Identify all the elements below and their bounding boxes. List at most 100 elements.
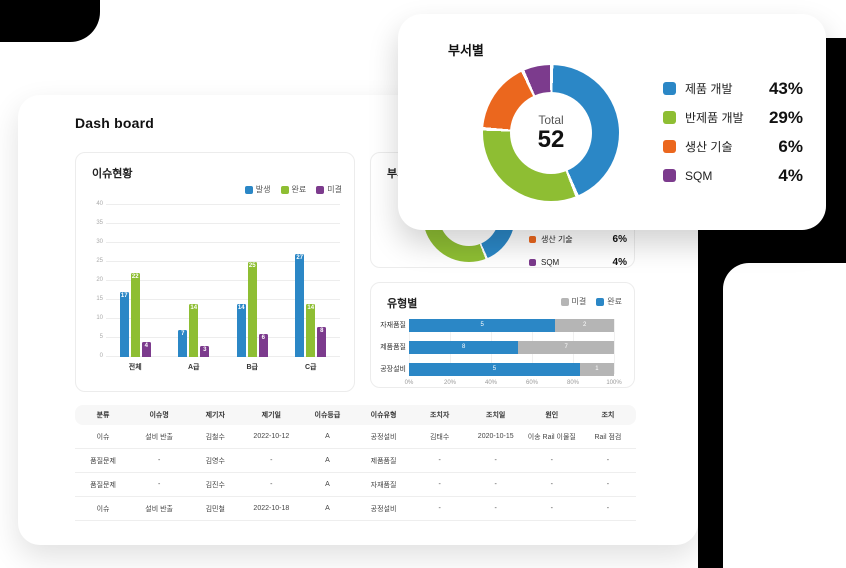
bar-value-label: 5 <box>480 322 484 328</box>
table-cell: 김영수 <box>187 448 244 473</box>
table-row: 이슈 설비 반출 김철수 2022-10-12 A 공정설비 김태수 2020-10-15 이송… <box>75 425 636 449</box>
bar-value-label: 25 <box>248 263 256 269</box>
legend-swatch <box>529 235 536 243</box>
bar-미결: 3 <box>200 345 210 357</box>
gridline: 35 <box>96 220 340 226</box>
column-header: 제기자 <box>187 405 244 425</box>
table-cell: - <box>523 496 580 521</box>
y-axis-tick-label: 35 <box>96 220 103 226</box>
table-cell: - <box>411 448 468 473</box>
table-cell: 설비 반출 <box>131 496 188 521</box>
dept-legend-item[interactable]: SQM 4% <box>529 255 627 269</box>
legend-label: SQM <box>685 168 713 183</box>
type-chart: 0% 20% 40% 60% 80% 100% 자재품질 5 2 제품품질 8 7 공장설비 5 1 <box>380 319 622 386</box>
x-axis-tick-label: 0% <box>404 380 414 386</box>
table-row: 품질문제 - 김영수 - A 제품품질 - - - - <box>75 448 636 473</box>
bar-발생: 17 <box>119 292 129 357</box>
dept-legend-item[interactable]: 생산 기술 6% <box>529 232 627 246</box>
gridline: 5 <box>100 334 340 340</box>
y-axis-tick-label: 25 <box>96 258 103 264</box>
table-cell: 공정설비 <box>355 496 412 521</box>
bar-segment-open: 7 <box>518 341 614 354</box>
table-row: 이슈 설비 반출 김민철 2022-10-18 A 공정설비 - - - - <box>75 496 636 521</box>
dept-card-title: 부서별 <box>448 43 484 58</box>
bar-group: 7 14 3 A급 <box>178 205 210 371</box>
table-cell: - <box>523 472 580 497</box>
bar-value-label: 14 <box>307 304 315 311</box>
y-axis-tick-label: 20 <box>96 277 103 283</box>
legend-swatch <box>596 297 605 306</box>
table-cell: - <box>243 472 300 497</box>
legend-label: 생산 기술 <box>541 234 573 244</box>
y-axis-tick-label: 15 <box>96 296 103 302</box>
bar-value-label: 22 <box>131 274 139 281</box>
table-cell: 이송 Rail 이물질 <box>523 425 580 449</box>
dept-card: 부서별 Total 52 제품 개발 43% 반제품 개발 29% 생산 기술 6% SQM… <box>398 14 826 230</box>
stacked-bar-row: 공장설비 5 1 <box>380 363 614 376</box>
legend-item[interactable]: 발생 <box>244 184 271 195</box>
issue-table: 분류 이슈명 제기자 제기일 이슈등급 이슈유형 조치자 조치일 원인 조치 이슈 설비 반출 김철수… <box>75 405 636 521</box>
table-cell: 제품품질 <box>355 448 412 473</box>
table-cell: A <box>299 472 356 497</box>
bar-value-label: 8 <box>461 344 466 350</box>
dept-legend-item[interactable]: 생산 기술 6% <box>663 136 803 157</box>
table-cell: 김민철 <box>187 496 244 521</box>
gridline: 30 <box>96 239 340 245</box>
x-axis-tick-label: 60% <box>525 380 539 386</box>
bar-segment-complete: 8 <box>409 341 519 354</box>
bar-value-label: 27 <box>296 255 304 262</box>
bar-완료: 14 <box>306 303 316 357</box>
table-cell: - <box>243 448 300 473</box>
bar-value-label: 14 <box>190 304 198 311</box>
bar-value-label: 7 <box>564 344 568 350</box>
legend-label: 완료 <box>607 297 622 306</box>
legend-label: 발생 <box>255 185 271 194</box>
issue-table-body: 이슈 설비 반출 김철수 2022-10-12 A 공정설비 김태수 2020-10-15 이송… <box>75 425 636 521</box>
legend-item[interactable]: 완료 <box>280 184 306 195</box>
column-header: 이슈명 <box>131 405 188 425</box>
legend-item[interactable]: 미결 <box>316 184 342 195</box>
table-cell: 설비 반출 <box>131 425 188 449</box>
dept-donut-chart: Total 52 <box>483 65 619 201</box>
bar-발생: 27 <box>295 254 305 357</box>
bar-value-label: 6 <box>261 335 265 342</box>
gridline: 25 <box>96 258 340 264</box>
bar-segment-complete: 5 <box>409 319 556 332</box>
table-cell: - <box>411 472 468 497</box>
bar-value-label: 5 <box>492 366 497 372</box>
background-card-bottom-right <box>723 263 846 568</box>
legend-percent: 6% <box>778 136 803 156</box>
dept-legend-item[interactable]: 제품 개발 43% <box>663 78 803 99</box>
category-label: 공장설비 <box>380 366 406 373</box>
donut-total-label: Total <box>538 113 564 128</box>
column-header: 분류 <box>75 405 132 425</box>
dept-legend-item[interactable]: 반제품 개발 29% <box>663 107 803 128</box>
legend-label: 미결 <box>571 297 587 306</box>
dept-legend-item[interactable]: SQM 4% <box>663 165 803 186</box>
gridline: 0 <box>100 353 340 359</box>
column-header: 원인 <box>523 405 580 425</box>
y-axis-tick-label: 10 <box>96 315 103 321</box>
column-header: 조치일 <box>467 405 524 425</box>
legend-swatch <box>316 185 325 194</box>
legend-swatch <box>663 82 676 95</box>
x-axis-tick-label: 80% <box>566 380 580 386</box>
bar-완료: 22 <box>130 273 140 357</box>
legend-item[interactable]: 미결 <box>560 296 587 307</box>
legend-percent: 29% <box>768 107 803 127</box>
legend-item[interactable]: 완료 <box>596 296 622 307</box>
table-cell: - <box>467 472 524 497</box>
bar-value-label: 2 <box>583 322 587 328</box>
bar-value-label: 14 <box>237 304 245 311</box>
bar-group: 27 14 8 C급 <box>295 205 327 371</box>
gridline: 10 <box>96 315 340 321</box>
issue-status-title: 이슈현황 <box>92 168 133 180</box>
legend-swatch <box>663 169 676 182</box>
legend-percent: 6% <box>612 233 627 245</box>
bar-value-label: 3 <box>203 346 207 353</box>
table-cell: A <box>299 448 356 473</box>
stacked-bar-row: 제품품질 8 7 <box>380 341 614 354</box>
bar-미결: 4 <box>141 341 151 357</box>
stacked-bar-row: 자재품질 5 2 <box>380 319 614 332</box>
legend-swatch <box>529 258 536 266</box>
